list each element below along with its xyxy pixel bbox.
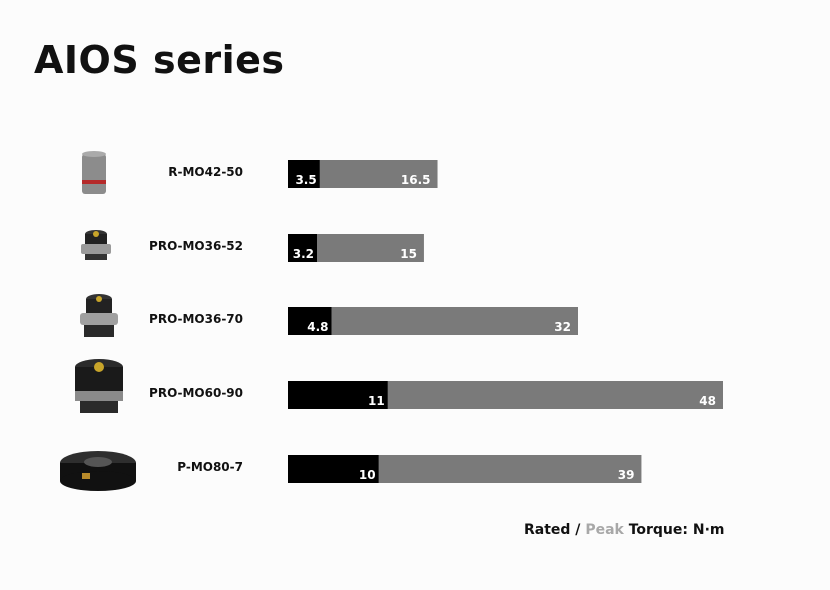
rated-bar-pro-mo60-90 (288, 381, 388, 409)
peak-bar-pro-mo36-70 (288, 307, 578, 335)
product-image-r-mo42-50 (82, 151, 106, 194)
rated-value-label-pro-mo36-70: 4.8 (307, 320, 328, 334)
legend-suffix: Torque: N·m (623, 522, 725, 538)
category-label-pro-mo60-90: PRO-MO60-90 (149, 386, 243, 400)
rated-bar-pro-mo36-70 (288, 307, 332, 335)
product-image-p-mo80-7 (60, 451, 136, 491)
rated-value-label-pro-mo60-90: 11 (368, 394, 385, 408)
peak-value-label-pro-mo60-90: 48 (699, 394, 716, 408)
category-label-p-mo80-7: P-MO80-7 (177, 460, 243, 474)
peak-value-label-pro-mo36-70: 32 (554, 320, 571, 334)
rated-value-label-p-mo80-7: 10 (359, 468, 376, 482)
legend-rated: Rated (524, 522, 571, 538)
category-label-r-mo42-50: R-MO42-50 (168, 165, 243, 179)
legend-peak: Peak (585, 522, 624, 538)
rated-bar-p-mo80-7 (288, 455, 379, 483)
rated-bar-pro-mo36-52 (288, 234, 317, 262)
legend: Rated / Peak Torque: N·m (524, 522, 725, 538)
product-image-pro-mo60-90 (75, 359, 123, 413)
rated-value-label-r-mo42-50: 3.5 (295, 173, 316, 187)
legend-separator: / (570, 522, 586, 538)
product-image-pro-mo36-52 (81, 230, 111, 260)
product-image-pro-mo36-70 (80, 294, 118, 337)
peak-value-label-pro-mo36-52: 15 (400, 247, 417, 261)
peak-value-label-r-mo42-50: 16.5 (401, 173, 431, 187)
category-label-pro-mo36-70: PRO-MO36-70 (149, 312, 243, 326)
chart-title: AIOS series (34, 38, 285, 82)
category-label-pro-mo36-52: PRO-MO36-52 (149, 239, 243, 253)
rated-value-label-pro-mo36-52: 3.2 (293, 247, 314, 261)
rated-bar-r-mo42-50 (288, 160, 320, 188)
peak-value-label-p-mo80-7: 39 (618, 468, 635, 482)
